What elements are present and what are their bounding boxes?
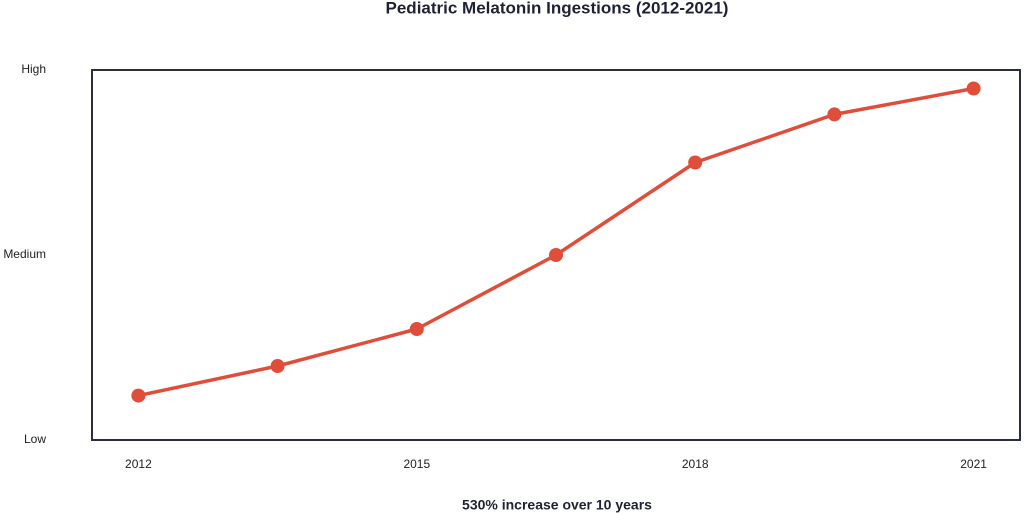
point <box>827 107 842 122</box>
point <box>131 388 146 403</box>
point <box>549 248 563 262</box>
chart-title: Pediatric Melatonin Ingestions (2012-202… <box>386 0 729 17</box>
x-tick-label: 2018 <box>682 457 709 471</box>
point <box>270 359 285 373</box>
y-tick-label: Low <box>24 432 46 446</box>
point <box>688 155 703 170</box>
x-tick-label: 2015 <box>403 457 430 471</box>
annotation: 530% increase over 10 years <box>462 497 652 513</box>
line <box>138 86 974 398</box>
plot-frame <box>91 69 1021 441</box>
point <box>409 322 424 336</box>
point <box>966 81 981 96</box>
x-tick-label: 2012 <box>125 457 152 471</box>
y-tick-label: High <box>21 62 46 76</box>
x-tick-label: 2021 <box>960 457 987 471</box>
y-tick-label: Medium <box>3 247 46 261</box>
